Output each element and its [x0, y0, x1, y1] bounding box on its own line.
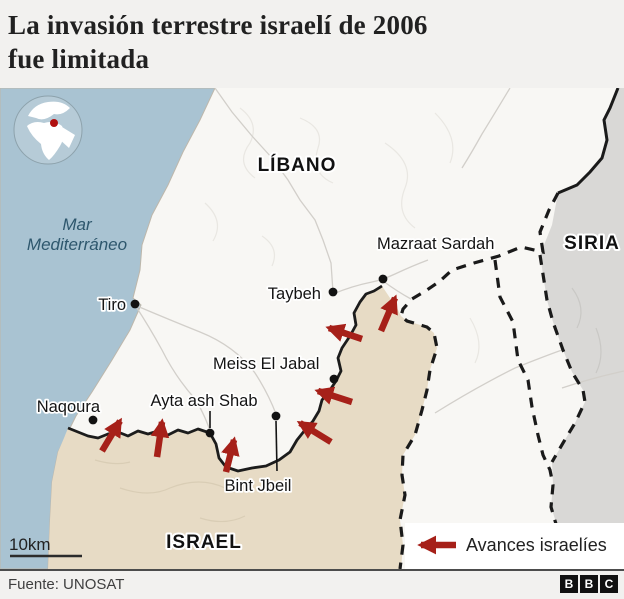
title-line2: fue limitada: [8, 44, 150, 74]
country-label-libano: LÍBANO: [258, 154, 337, 176]
advance-arrow-4: [296, 420, 333, 445]
relief-texture: [94, 107, 602, 523]
advance-arrow-7: [378, 294, 398, 333]
town-dot-meiss-el-jabal: [329, 374, 339, 384]
advance-arrow-5: [314, 386, 354, 406]
town-label-meiss-el-jabal: Meiss El Jabal: [213, 355, 319, 373]
town-label-naqoura: Naqoura: [37, 398, 101, 416]
town-dot-mazraat-sardah: [378, 274, 388, 284]
golan-border-dashed-line-east: [538, 254, 587, 463]
bbc-logo-block: B: [560, 575, 578, 593]
sea-label-line2: Mediterráneo: [27, 235, 127, 254]
map-svg: Tiro Naqoura Ayta ash Shab Bint Jbeil Meiss …: [0, 88, 624, 569]
syria-border-solid-line: [557, 88, 620, 195]
town-dot-naqoura: [88, 415, 98, 425]
town-leader-line-bint-jbeil: [275, 420, 278, 472]
source-text: Fuente: UNOSAT: [8, 576, 125, 593]
advance-arrow-1: [99, 417, 123, 453]
town-label-taybeh: Taybeh: [268, 285, 321, 303]
town-dot-tiro: [130, 299, 140, 309]
town-dot-taybeh: [328, 287, 338, 297]
town-label-tiro: Tiro: [98, 296, 126, 314]
country-label-israel: ISRAEL: [166, 532, 242, 553]
bbc-logo-block: C: [600, 575, 618, 593]
town-dot-ayta-ash-shab: [205, 428, 215, 438]
scale-label: 10km: [9, 535, 51, 554]
bbc-logo-block: B: [580, 575, 598, 593]
chart-header: La invasión terrestre israelí de 2006 fu…: [0, 0, 624, 88]
globe-inset: [13, 95, 83, 165]
sea-label-line1: Mar: [62, 215, 93, 234]
advance-arrow-2: [150, 418, 170, 458]
footer-bar: Fuente: UNOSAT B B C: [0, 571, 624, 599]
golan-border-dashed-line-west: [493, 259, 558, 525]
lebanon-syria-border-dashed-line: [398, 192, 560, 569]
title-line1: La invasión terrestre israelí de 2006: [8, 10, 428, 40]
map-area: Tiro Naqoura Ayta ash Shab Bint Jbeil Meiss …: [0, 88, 624, 571]
israel-lebanon-border-line: [67, 284, 383, 473]
legend-label: Avances israelíes: [466, 535, 607, 555]
town-dot-bint-jbeil: [271, 411, 281, 421]
page-title: La invasión terrestre israelí de 2006 fu…: [0, 0, 624, 76]
advance-arrow-6: [325, 323, 364, 343]
country-label-siria: SIRIA: [564, 233, 620, 254]
town-label-ayta-ash-shab: Ayta ash Shab: [150, 392, 257, 410]
globe-arabia-shape: [58, 127, 75, 148]
globe-location-dot: [50, 119, 58, 127]
town-label-mazraat-sardah: Mazraat Sardah: [377, 235, 494, 253]
advance-arrow-3: [221, 436, 240, 473]
globe-europe-shape: [28, 101, 70, 120]
town-label-bint-jbeil: Bint Jbeil: [225, 477, 292, 495]
bbc-logo: B B C: [560, 575, 618, 593]
globe-africa-shape: [27, 122, 64, 160]
